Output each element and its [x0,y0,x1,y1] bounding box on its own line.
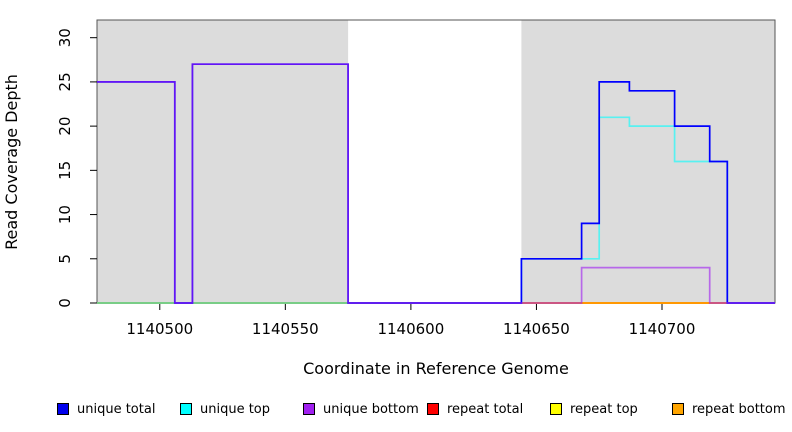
y-tick-label: 5 [56,254,74,264]
y-tick-label: 15 [56,161,74,180]
legend-item-unique-total: unique total [57,397,155,421]
y-axis-title: Read Coverage Depth [2,74,21,250]
x-tick-label: 1140600 [377,320,444,338]
legend-swatch-icon [427,403,439,415]
legend-label: repeat top [570,401,638,417]
shaded-region [97,20,349,303]
x-tick-label: 1140700 [629,320,696,338]
legend-item-repeat-total: repeat total [427,397,523,421]
legend-item-unique-bottom: unique bottom [303,397,419,421]
x-tick-label: 1140550 [252,320,319,338]
legend-swatch-icon [180,403,192,415]
legend-swatch-icon [57,403,69,415]
coverage-chart: 1140500 1140550 1140600 1140650 1140700 0 5 10 1… [2,19,776,378]
y-tick-label: 30 [56,28,74,47]
x-axis-title: Coordinate in Reference Genome [303,359,569,378]
legend-label: repeat total [447,401,524,417]
x-tick-label: 1140650 [503,320,570,338]
y-tick-label: 10 [56,205,74,224]
y-tick-label: 0 [56,298,74,308]
legend-label: repeat bottom [692,401,786,417]
legend-swatch-icon [303,403,315,415]
series-line-unique-bottom [97,63,775,304]
legend-swatch-icon [672,403,684,415]
legend-item-repeat-top: repeat top [550,397,638,421]
chart-legend: unique total unique top unique bottom repea… [0,397,792,423]
legend-item-unique-top: unique top [180,397,270,421]
y-tick-label: 20 [56,117,74,136]
legend-label: unique total [77,401,156,417]
shaded-region [521,20,775,303]
legend-label: unique bottom [323,401,419,417]
legend-label: unique top [200,401,271,417]
y-tick-label: 25 [56,72,74,91]
x-tick-label: 1140500 [126,320,193,338]
chart-generated-layer: 1140500 1140550 1140600 1140650 1140700 0 5 10 1… [56,19,776,338]
legend-swatch-icon [550,403,562,415]
legend-item-repeat-bottom: repeat bottom [672,397,786,421]
